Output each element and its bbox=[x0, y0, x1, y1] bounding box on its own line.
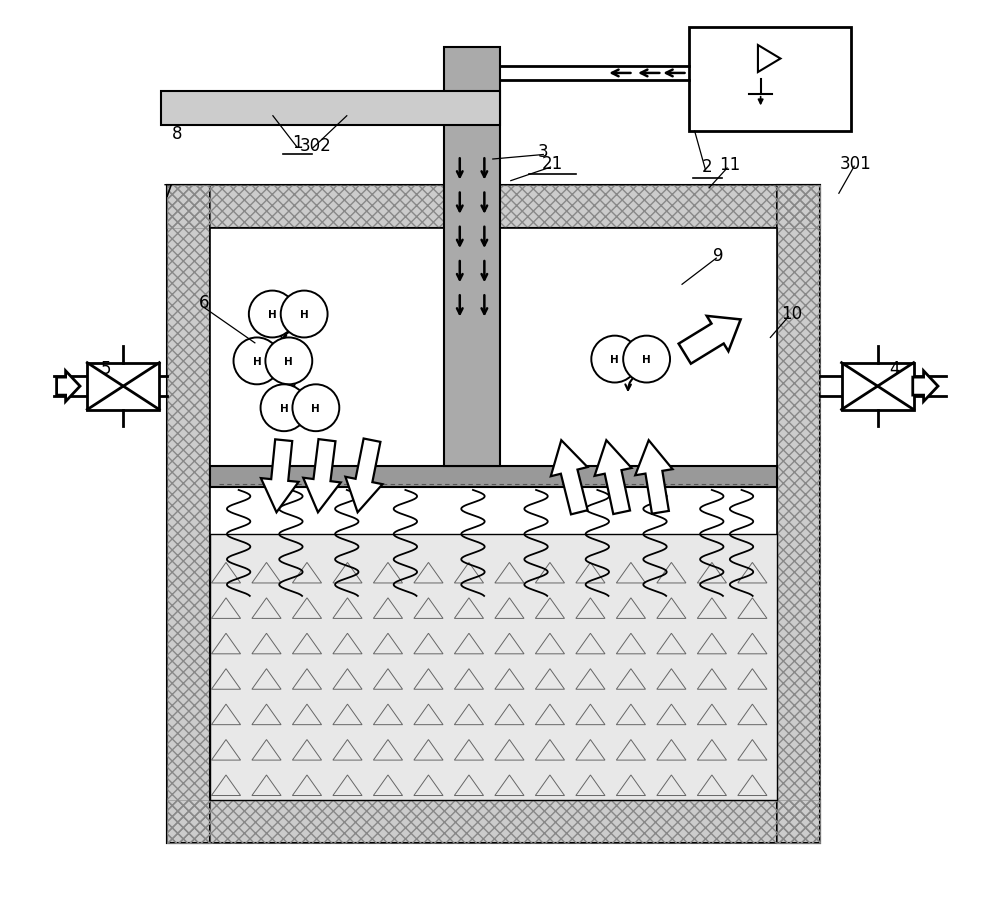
FancyArrow shape bbox=[345, 439, 383, 513]
Text: H: H bbox=[268, 310, 277, 320]
Text: H: H bbox=[642, 355, 651, 365]
Bar bbox=[444, 48, 500, 466]
FancyArrow shape bbox=[57, 371, 80, 402]
FancyArrow shape bbox=[635, 441, 673, 514]
Bar bbox=[167, 186, 210, 843]
Bar bbox=[167, 800, 820, 843]
Bar bbox=[167, 186, 820, 229]
Bar bbox=[777, 186, 820, 843]
Text: 5: 5 bbox=[101, 359, 111, 377]
Text: H: H bbox=[280, 404, 288, 414]
Circle shape bbox=[265, 338, 312, 385]
Text: 6: 6 bbox=[199, 294, 210, 312]
Text: 302: 302 bbox=[299, 136, 331, 154]
Text: H: H bbox=[284, 357, 293, 367]
Circle shape bbox=[249, 292, 296, 338]
Text: 21: 21 bbox=[542, 154, 563, 172]
Bar bbox=[842, 363, 914, 410]
Circle shape bbox=[281, 292, 328, 338]
Circle shape bbox=[591, 336, 638, 383]
FancyArrow shape bbox=[551, 441, 588, 515]
Text: H: H bbox=[610, 355, 619, 365]
Text: 7: 7 bbox=[163, 183, 174, 201]
FancyArrow shape bbox=[913, 371, 938, 402]
Bar bbox=[167, 186, 820, 229]
Circle shape bbox=[623, 336, 670, 383]
Circle shape bbox=[292, 385, 339, 432]
Bar bbox=[210, 466, 777, 488]
Text: 4: 4 bbox=[889, 359, 900, 377]
Text: H: H bbox=[311, 404, 320, 414]
FancyArrow shape bbox=[595, 441, 632, 515]
FancyArrow shape bbox=[679, 317, 741, 364]
Bar bbox=[210, 229, 777, 800]
Bar bbox=[689, 28, 851, 132]
Text: H: H bbox=[253, 357, 261, 367]
Text: 9: 9 bbox=[713, 247, 723, 265]
Text: 3: 3 bbox=[538, 143, 549, 161]
Bar bbox=[167, 800, 820, 843]
Text: 10: 10 bbox=[781, 305, 803, 322]
Circle shape bbox=[234, 338, 280, 385]
Circle shape bbox=[261, 385, 307, 432]
Text: 301: 301 bbox=[840, 154, 872, 172]
Bar bbox=[167, 186, 210, 843]
Bar bbox=[87, 363, 159, 410]
Text: 11: 11 bbox=[719, 156, 740, 174]
Text: H: H bbox=[300, 310, 309, 320]
FancyArrow shape bbox=[303, 440, 341, 513]
Text: 2: 2 bbox=[702, 158, 713, 176]
FancyArrow shape bbox=[261, 440, 299, 513]
Text: 8: 8 bbox=[172, 125, 183, 143]
Bar bbox=[777, 186, 820, 843]
Bar bbox=[210, 535, 777, 800]
Bar bbox=[161, 91, 500, 126]
Text: 1: 1 bbox=[292, 134, 303, 152]
